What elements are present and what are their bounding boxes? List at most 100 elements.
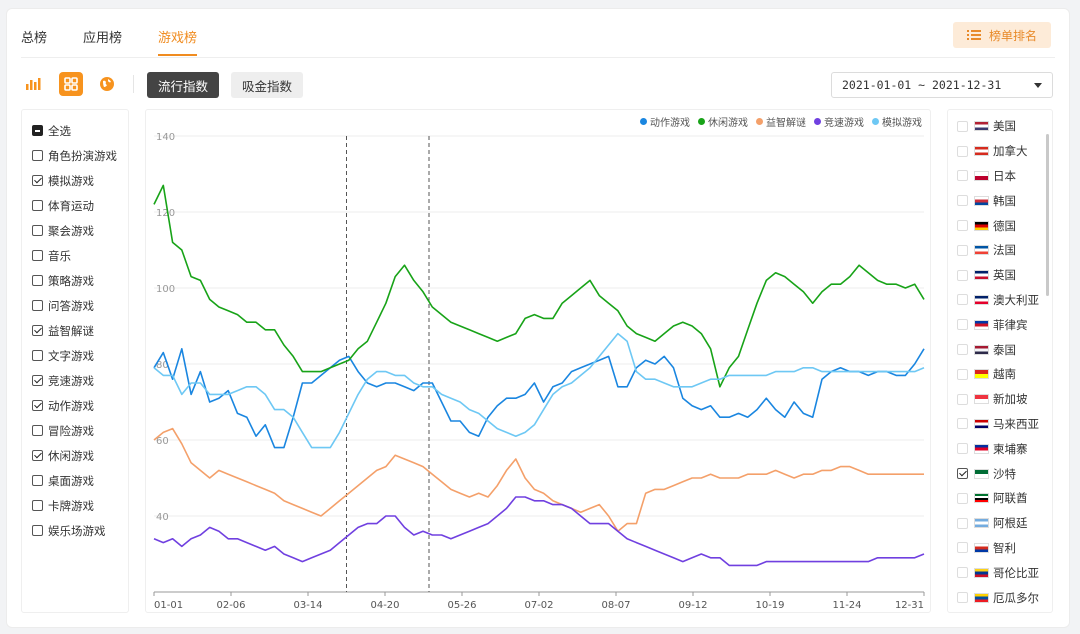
country-item[interactable]: 马来西亚 bbox=[948, 412, 1052, 437]
country-item[interactable]: 新加坡 bbox=[948, 387, 1052, 412]
category-item[interactable]: 策略游戏 bbox=[22, 268, 128, 293]
country-item[interactable]: 菲律宾 bbox=[948, 312, 1052, 337]
country-checkbox[interactable] bbox=[957, 220, 968, 232]
main-card: 总榜 应用榜 游戏榜 榜单排名 bbox=[6, 8, 1070, 628]
category-checkbox[interactable] bbox=[32, 400, 43, 411]
grid-icon[interactable] bbox=[59, 72, 83, 96]
country-checkbox[interactable] bbox=[957, 418, 968, 430]
category-checkbox[interactable] bbox=[32, 375, 43, 386]
category-item[interactable]: 竞速游戏 bbox=[22, 368, 128, 393]
country-checkbox[interactable] bbox=[957, 344, 968, 356]
category-item[interactable]: 体育运动 bbox=[22, 193, 128, 218]
category-item[interactable]: 问答游戏 bbox=[22, 293, 128, 318]
country-item[interactable]: 法国 bbox=[948, 238, 1052, 263]
category-item[interactable]: 桌面游戏 bbox=[22, 468, 128, 493]
country-label: 菲律宾 bbox=[993, 317, 1028, 332]
country-item[interactable]: 智利 bbox=[948, 536, 1052, 561]
country-item[interactable]: 英国 bbox=[948, 263, 1052, 288]
country-item[interactable]: 日本 bbox=[948, 164, 1052, 189]
country-item[interactable]: 厄瓜多尔 bbox=[948, 585, 1052, 610]
country-checkbox[interactable] bbox=[957, 592, 968, 604]
category-checkbox[interactable] bbox=[32, 525, 43, 536]
category-item[interactable]: 全选 bbox=[22, 118, 128, 143]
category-checkbox[interactable] bbox=[32, 275, 43, 286]
category-item[interactable]: 动作游戏 bbox=[22, 393, 128, 418]
country-scrollbar[interactable] bbox=[1046, 134, 1049, 296]
country-item[interactable]: 澳大利亚 bbox=[948, 288, 1052, 313]
country-checkbox[interactable] bbox=[957, 145, 968, 157]
us-flag-icon bbox=[974, 121, 989, 132]
country-item[interactable]: 美国 bbox=[948, 114, 1052, 139]
legend-item[interactable]: 动作游戏 bbox=[640, 114, 690, 129]
category-item[interactable]: 卡牌游戏 bbox=[22, 493, 128, 518]
category-item[interactable]: 冒险游戏 bbox=[22, 418, 128, 443]
category-checkbox[interactable] bbox=[32, 475, 43, 486]
x-tick-label: 02-06 bbox=[216, 600, 245, 611]
category-checkbox[interactable] bbox=[32, 425, 43, 436]
tab-games[interactable]: 游戏榜 bbox=[158, 23, 198, 56]
country-item[interactable]: 德国 bbox=[948, 213, 1052, 238]
country-item[interactable]: 阿根廷 bbox=[948, 511, 1052, 536]
rank-list-button[interactable]: 榜单排名 bbox=[952, 22, 1051, 48]
category-item[interactable]: 音乐 bbox=[22, 243, 128, 268]
country-checkbox[interactable] bbox=[957, 294, 968, 306]
legend-label: 动作游戏 bbox=[650, 118, 690, 129]
bar-chart-icon[interactable] bbox=[21, 72, 45, 96]
category-item[interactable]: 模拟游戏 bbox=[22, 168, 128, 193]
country-checkbox[interactable] bbox=[957, 492, 968, 504]
category-item[interactable]: 休闲游戏 bbox=[22, 443, 128, 468]
toolbar-separator bbox=[133, 75, 134, 93]
country-checkbox[interactable] bbox=[957, 393, 968, 405]
globe-icon[interactable] bbox=[95, 72, 119, 96]
country-checkbox[interactable] bbox=[957, 244, 968, 256]
country-checkbox[interactable] bbox=[957, 567, 968, 579]
country-item[interactable]: 泰国 bbox=[948, 337, 1052, 362]
category-item[interactable]: 娱乐场游戏 bbox=[22, 518, 128, 543]
japan-flag-icon bbox=[974, 170, 989, 181]
country-item[interactable]: 加拿大 bbox=[948, 139, 1052, 164]
country-checkbox[interactable] bbox=[957, 542, 968, 554]
category-label: 策略游戏 bbox=[48, 273, 94, 288]
category-item[interactable]: 聚会游戏 bbox=[22, 218, 128, 243]
category-checkbox[interactable] bbox=[32, 325, 43, 336]
category-item[interactable]: 益智解谜 bbox=[22, 318, 128, 343]
country-item[interactable]: 阿联酋 bbox=[948, 486, 1052, 511]
category-checkbox[interactable] bbox=[32, 500, 43, 511]
date-range-select[interactable]: 2021-01-01 ~ 2021-12-31 bbox=[831, 72, 1053, 98]
category-checkbox[interactable] bbox=[32, 350, 43, 361]
country-item[interactable]: 越南 bbox=[948, 362, 1052, 387]
country-checkbox[interactable] bbox=[957, 443, 968, 455]
tab-apps[interactable]: 应用榜 bbox=[83, 31, 123, 46]
category-checkbox[interactable] bbox=[32, 175, 43, 186]
country-checkbox[interactable] bbox=[957, 517, 968, 529]
category-item[interactable]: 角色扮演游戏 bbox=[22, 143, 128, 168]
country-checkbox[interactable] bbox=[957, 368, 968, 380]
category-label: 问答游戏 bbox=[48, 298, 94, 313]
country-item[interactable]: 韩国 bbox=[948, 188, 1052, 213]
category-item[interactable]: 文字游戏 bbox=[22, 343, 128, 368]
country-checkbox[interactable] bbox=[957, 170, 968, 182]
country-checkbox[interactable] bbox=[957, 120, 968, 132]
legend-item[interactable]: 休闲游戏 bbox=[698, 114, 748, 129]
country-item[interactable]: 哥伦比亚 bbox=[948, 560, 1052, 585]
legend-item[interactable]: 益智解谜 bbox=[756, 114, 806, 129]
country-item[interactable]: 沙特 bbox=[948, 461, 1052, 486]
category-checkbox[interactable] bbox=[32, 300, 43, 311]
tab-overall[interactable]: 总榜 bbox=[21, 31, 48, 46]
category-checkbox[interactable] bbox=[32, 125, 43, 136]
category-checkbox[interactable] bbox=[32, 200, 43, 211]
country-checkbox[interactable] bbox=[957, 468, 968, 480]
country-checkbox[interactable] bbox=[957, 319, 968, 331]
country-item[interactable]: 柬埔寨 bbox=[948, 436, 1052, 461]
country-checkbox[interactable] bbox=[957, 195, 968, 207]
country-checkbox[interactable] bbox=[957, 269, 968, 281]
popularity-index-button[interactable]: 流行指数 bbox=[147, 72, 220, 98]
category-checkbox[interactable] bbox=[32, 450, 43, 461]
category-checkbox[interactable] bbox=[32, 250, 43, 261]
legend-item[interactable]: 模拟游戏 bbox=[872, 114, 922, 129]
revenue-index-button[interactable]: 吸金指数 bbox=[231, 72, 304, 98]
legend-item[interactable]: 竞速游戏 bbox=[814, 114, 864, 129]
category-checkbox[interactable] bbox=[32, 150, 43, 161]
trend-chart: 40 60 80 100 120 140 01-01 02-06 03-14 04-20 05-26… bbox=[145, 109, 931, 613]
category-checkbox[interactable] bbox=[32, 225, 43, 236]
